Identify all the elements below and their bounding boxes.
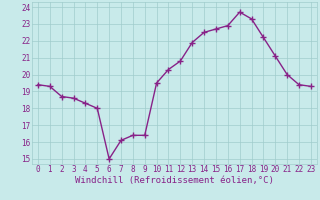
X-axis label: Windchill (Refroidissement éolien,°C): Windchill (Refroidissement éolien,°C): [75, 176, 274, 185]
